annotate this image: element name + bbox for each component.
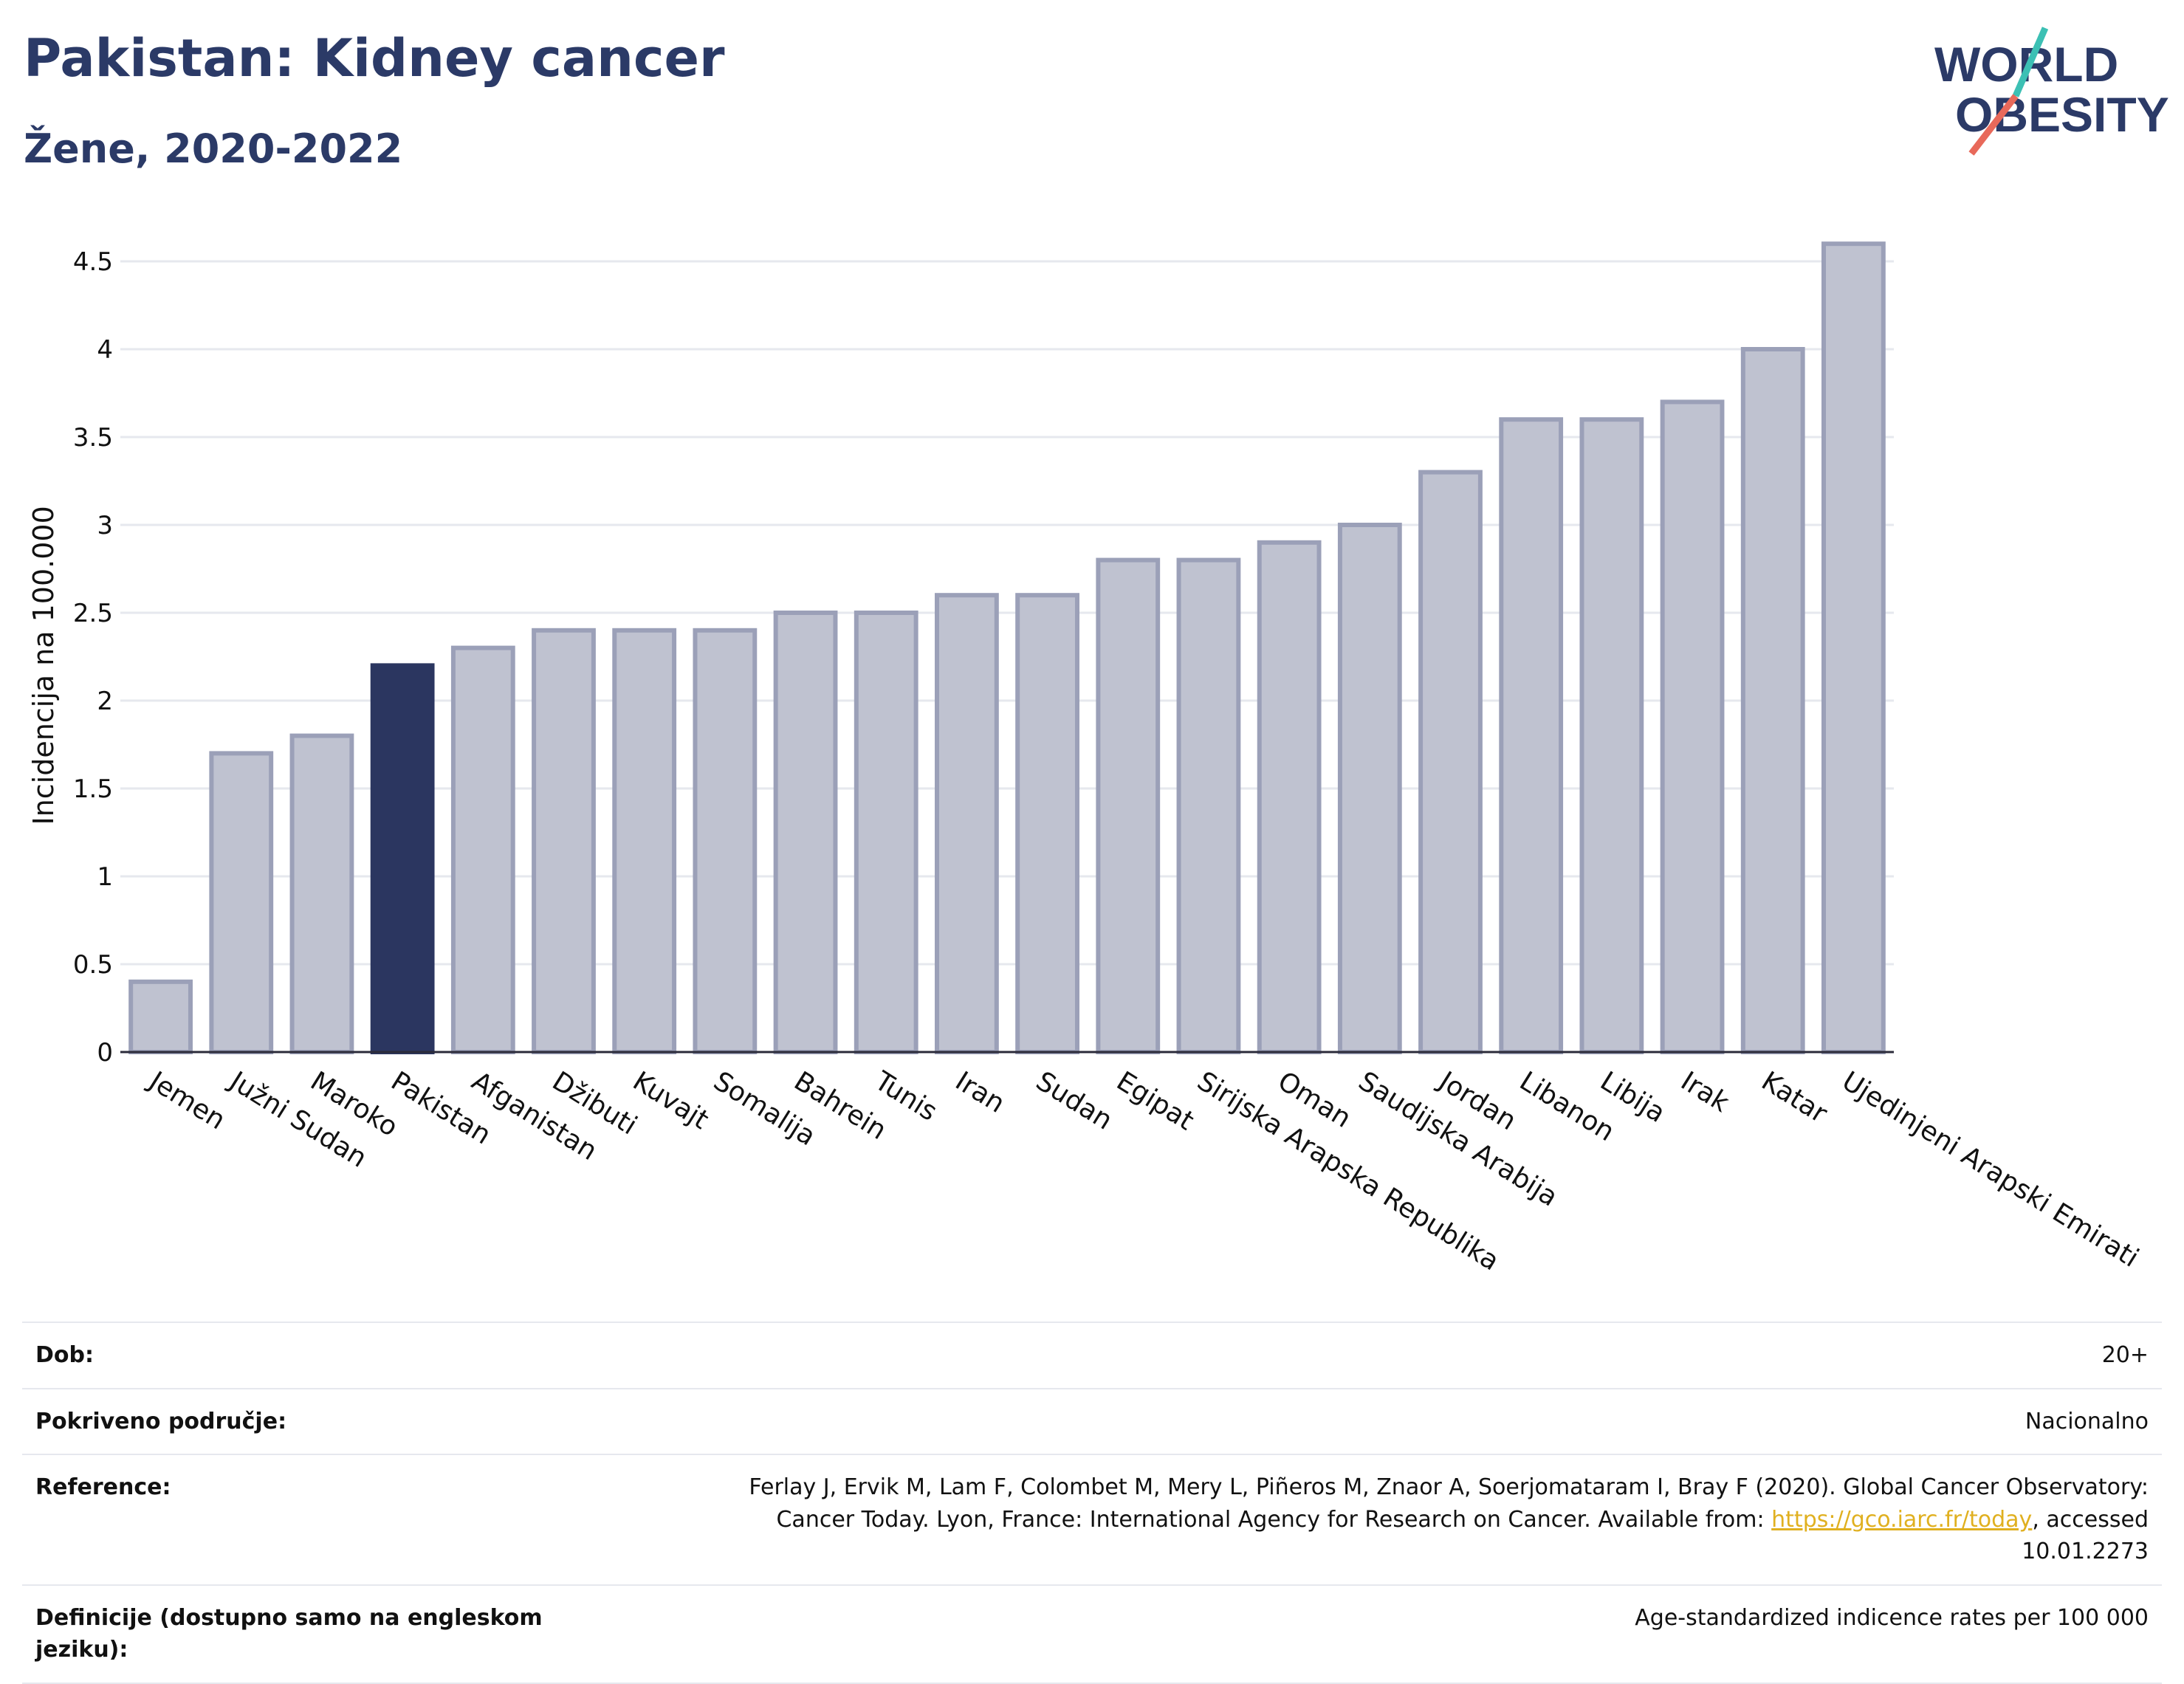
info-row-coverage: Pokriveno područje: Nacionalno [22, 1387, 2162, 1454]
info-value-definitions: Age-standardized indicence rates per 100… [1635, 1604, 2149, 1631]
y-tick-label: 0 [97, 1038, 113, 1068]
bar-jemen[interactable] [128, 979, 193, 1055]
bar-džibuti[interactable] [532, 628, 596, 1054]
y-tick-label: 0.5 [73, 950, 113, 980]
reference-text: Ferlay J, Ervik M, Lam F, Colombet M, Me… [749, 1474, 2149, 1533]
bar-ujedinjeni-arapski-emirati[interactable] [1821, 241, 1886, 1055]
bar-afganistan[interactable] [450, 645, 515, 1054]
bar-somalija[interactable] [693, 628, 758, 1054]
info-value-coverage: Nacionalno [2025, 1408, 2149, 1434]
x-tick-label: Jemen [142, 1065, 230, 1136]
bar-libija[interactable] [1579, 417, 1644, 1054]
info-label-age: Dob: [35, 1342, 94, 1368]
bar-oman[interactable] [1257, 540, 1322, 1054]
x-tick-label: Katar [1756, 1066, 1832, 1130]
info-value-reference: Ferlay J, Ervik M, Lam F, Colombet M, Me… [672, 1471, 2149, 1568]
info-value-age: 20+ [2101, 1342, 2149, 1368]
info-row-reference: Reference: Ferlay J, Ervik M, Lam F, Col… [22, 1454, 2162, 1584]
bar-bahrein[interactable] [773, 611, 838, 1054]
bar-irak[interactable] [1660, 399, 1725, 1054]
chart-subtitle: Žene, 2020-2022 [24, 126, 403, 172]
bar-egipat[interactable] [1096, 557, 1161, 1054]
info-label-reference: Reference: [35, 1474, 171, 1500]
bar-iran[interactable] [935, 593, 999, 1054]
bar-sirijska-arapska-republika[interactable] [1176, 557, 1241, 1054]
x-tick-label: Irak [1675, 1066, 1734, 1118]
x-tick-label: Ujedinjeni Arapski Emirati [1837, 1066, 2144, 1274]
y-axis-label: Incidencija na 100.000 [27, 506, 60, 825]
x-tick-label: Kuvajt [628, 1066, 714, 1135]
bar-sudan[interactable] [1015, 593, 1079, 1054]
bar-saudijska-arabija[interactable] [1337, 523, 1402, 1054]
info-table: Dob: 20+ Pokriveno područje: Nacionalno … [22, 1322, 2162, 1684]
logo-slash-red [1968, 94, 2019, 156]
x-tick-label: Iran [950, 1066, 1010, 1119]
info-row-age: Dob: 20+ [22, 1322, 2162, 1388]
chart-title: Pakistan: Kidney cancer [24, 28, 725, 89]
y-tick-label: 4.5 [73, 247, 113, 277]
y-axis-ticks: 0 0.5 1 1.5 2 2.5 3 3.5 4 4.5 [73, 247, 113, 1068]
info-row-definitions: Definicije (dostupno samo na engleskom j… [22, 1584, 2162, 1684]
y-tick-label: 2 [97, 687, 113, 716]
bar-južni-sudan[interactable] [209, 751, 274, 1055]
bar-maroko[interactable] [289, 733, 354, 1054]
logo-slash-teal [2012, 27, 2049, 97]
bar-kuvajt[interactable] [612, 628, 677, 1054]
reference-link[interactable]: https://gco.iarc.fr/today [1771, 1506, 2033, 1533]
x-tick-label: Sudan [1031, 1066, 1118, 1136]
reference-accessed: , accessed 10.01.2273 [2022, 1506, 2149, 1565]
y-tick-label: 2.5 [73, 599, 113, 628]
y-tick-label: 1 [97, 862, 113, 892]
bar-libanon[interactable] [1499, 417, 1564, 1054]
info-label-definitions: Definicije (dostupno samo na engleskom j… [35, 1604, 543, 1663]
y-tick-label: 3.5 [73, 423, 113, 453]
y-tick-label: 3 [97, 511, 113, 540]
world-obesity-logo: WORLD OBESITY [1934, 27, 2169, 156]
bar-tunis[interactable] [854, 611, 918, 1054]
y-tick-label: 1.5 [73, 774, 113, 804]
bars [128, 241, 1886, 1055]
x-tick-label: Egipat [1111, 1066, 1199, 1137]
y-tick-label: 4 [97, 335, 113, 365]
bar-jordan[interactable] [1418, 470, 1483, 1054]
info-label-coverage: Pokriveno područje: [35, 1408, 287, 1434]
bar-katar[interactable] [1740, 347, 1805, 1054]
bar-pakistan[interactable] [370, 663, 435, 1054]
